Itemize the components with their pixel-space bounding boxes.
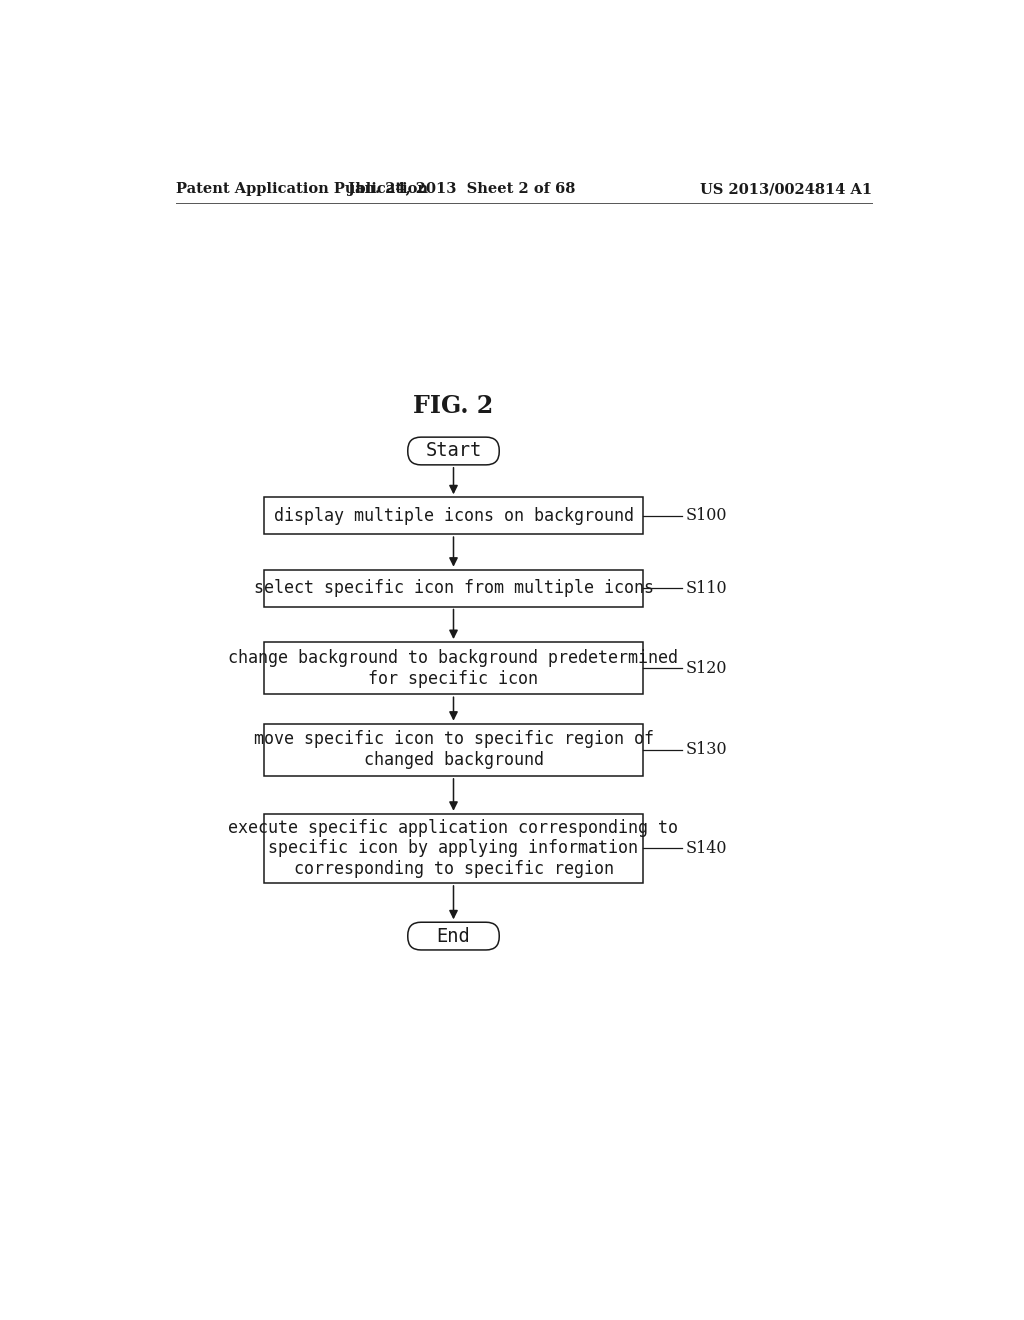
Text: FIG. 2: FIG. 2: [414, 395, 494, 418]
Text: S140: S140: [685, 840, 727, 857]
FancyBboxPatch shape: [263, 813, 643, 883]
FancyBboxPatch shape: [263, 498, 643, 535]
FancyBboxPatch shape: [263, 570, 643, 607]
Text: move specific icon to specific region of
changed background: move specific icon to specific region of…: [254, 730, 653, 770]
Text: US 2013/0024814 A1: US 2013/0024814 A1: [699, 182, 872, 197]
Text: Patent Application Publication: Patent Application Publication: [176, 182, 428, 197]
FancyBboxPatch shape: [263, 723, 643, 776]
FancyBboxPatch shape: [263, 642, 643, 694]
FancyBboxPatch shape: [408, 437, 500, 465]
Text: execute specific application corresponding to
specific icon by applying informat: execute specific application correspondi…: [228, 818, 679, 878]
Text: display multiple icons on background: display multiple icons on background: [273, 507, 634, 524]
Text: S110: S110: [685, 579, 727, 597]
FancyBboxPatch shape: [408, 923, 500, 950]
Text: Jan. 24, 2013  Sheet 2 of 68: Jan. 24, 2013 Sheet 2 of 68: [347, 182, 574, 197]
Text: change background to background predetermined
for specific icon: change background to background predeter…: [228, 648, 679, 688]
Text: End: End: [436, 927, 470, 945]
Text: select specific icon from multiple icons: select specific icon from multiple icons: [254, 579, 653, 597]
Text: Start: Start: [425, 441, 481, 461]
Text: S100: S100: [685, 507, 727, 524]
Text: S120: S120: [685, 660, 727, 677]
Text: S130: S130: [685, 742, 727, 758]
